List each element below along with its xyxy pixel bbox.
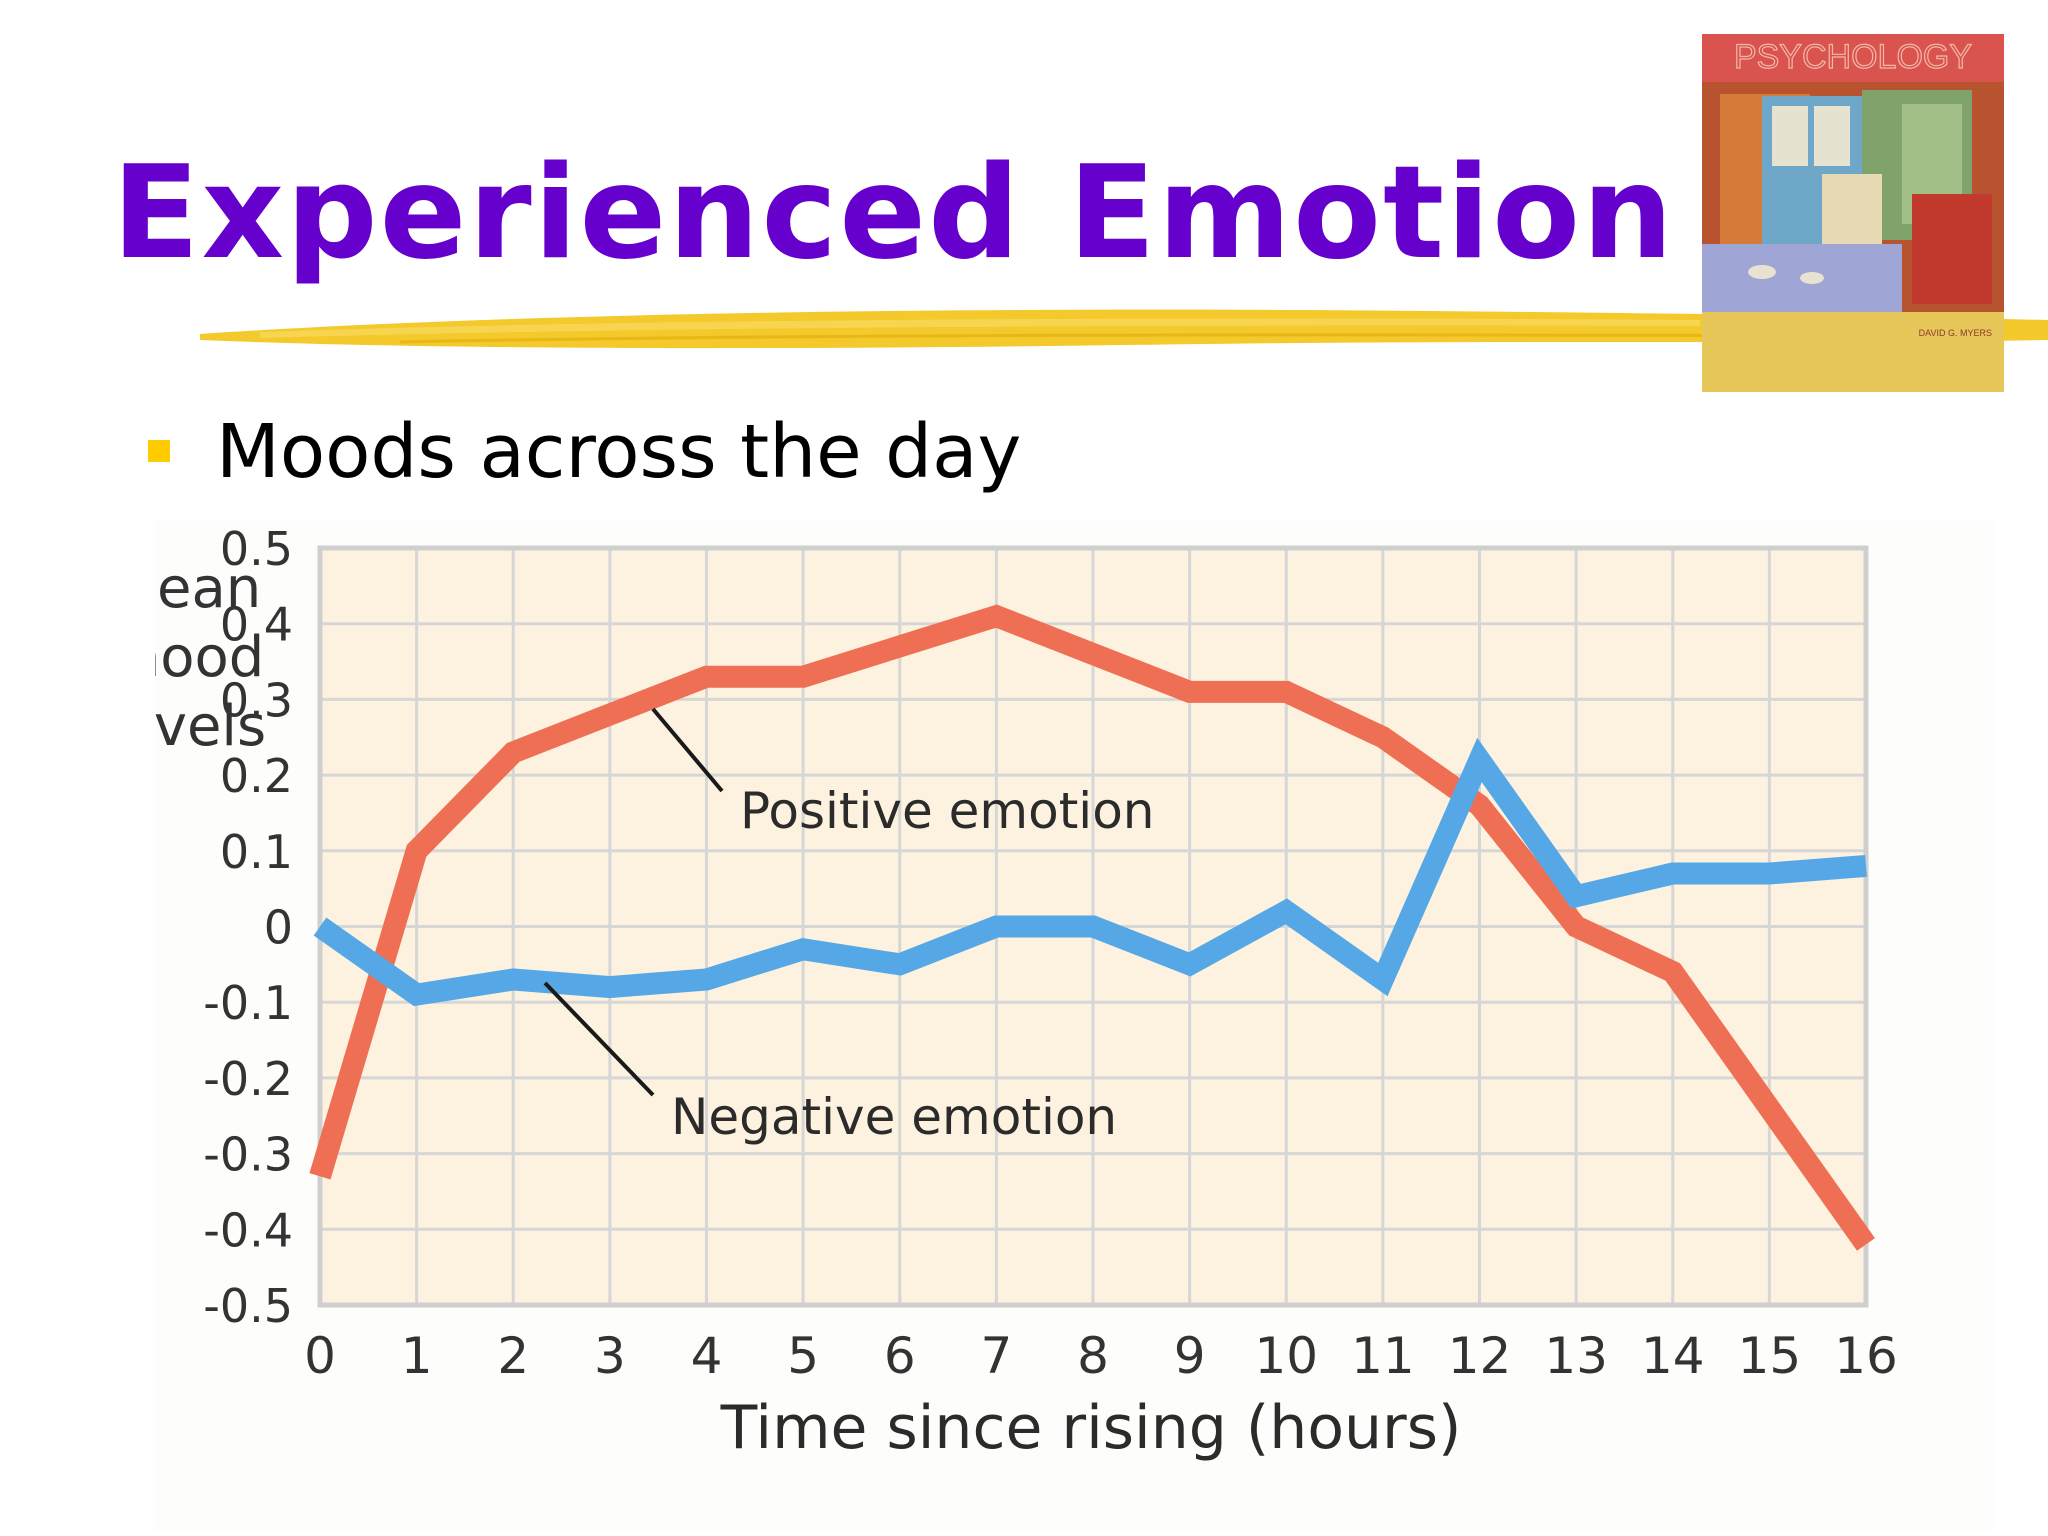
x-axis-label: Time since rising (hours) [720,1393,1462,1463]
x-tick-label: 7 [980,1327,1012,1385]
x-tick-label: 11 [1351,1327,1415,1385]
y-tick-label: 0.1 [220,825,293,879]
y-tick-label: 0.5 [220,522,293,576]
series-lines [309,604,1875,1251]
x-tick-label: 0 [304,1327,336,1385]
y-tick-label: -0.1 [203,976,293,1030]
book-cover-author: DAVID G. MYERS [1919,328,1992,338]
x-tick-label: 13 [1544,1327,1608,1385]
bullet-text: Moods across the day [216,409,1022,495]
x-tick-labels: 0 1 2 3 4 5 6 7 8 9 10 11 12 13 14 15 16 [304,1327,1898,1385]
y-tick-label: -0.3 [203,1128,293,1182]
x-tick-label: 1 [401,1327,433,1385]
x-tick-label: 4 [691,1327,723,1385]
series-line-positive [309,604,1875,1251]
series-label-negative: Negative emotion [671,1088,1117,1146]
x-tick-label: 5 [787,1327,819,1385]
x-tick-label: 14 [1641,1327,1705,1385]
book-cover-image: PSYCHOLOGY DAVID G. MYERS [1702,34,2004,392]
callouts: Positive emotion Negative emotion [543,707,1154,1146]
x-tick-label: 10 [1254,1327,1318,1385]
y-tick-label: 0.3 [220,673,293,727]
bullet-square [148,440,170,462]
x-tick-label: 2 [497,1327,529,1385]
x-tick-label: 12 [1448,1327,1512,1385]
y-axis-label-line-2: mood [155,625,264,690]
callout-line-positive [651,707,724,793]
y-tick-label: -0.4 [203,1203,293,1257]
y-axis-label: Mean mood levels [155,556,266,759]
callout-line-negative [543,981,655,1097]
y-tick-labels: 0.5 0.4 0.3 0.2 0.1 0 -0.1 -0.2 -0.3 -0.4 -0.5 [203,522,293,1333]
mood-chart: Positive emotion Negative emotion 0.5 0.4… [155,522,1898,1463]
y-axis-label-line-3: levels [155,694,266,759]
y-tick-label: 0.4 [220,598,293,652]
chart-panel: Positive emotion Negative emotion 0.5 0.4… [155,520,1995,1532]
x-tick-label: 9 [1174,1327,1206,1385]
x-tick-label: 3 [594,1327,626,1385]
x-tick-label: 15 [1738,1327,1802,1385]
x-tick-label: 16 [1834,1327,1898,1385]
brush-stroke [200,309,2048,349]
x-tick-label: 6 [884,1327,916,1385]
y-axis-label-line-1: Mean [155,556,261,621]
x-tick-label: 8 [1077,1327,1109,1385]
slide-title: Experienced Emotion [112,139,1676,288]
series-label-positive: Positive emotion [740,782,1154,840]
series-line-negative [313,737,1867,1007]
y-tick-label: 0 [264,901,293,955]
y-tick-label: 0.2 [220,749,293,803]
y-tick-label: -0.2 [203,1052,293,1106]
y-tick-label: -0.5 [203,1279,293,1333]
book-cover-title: PSYCHOLOGY [1734,38,1972,76]
